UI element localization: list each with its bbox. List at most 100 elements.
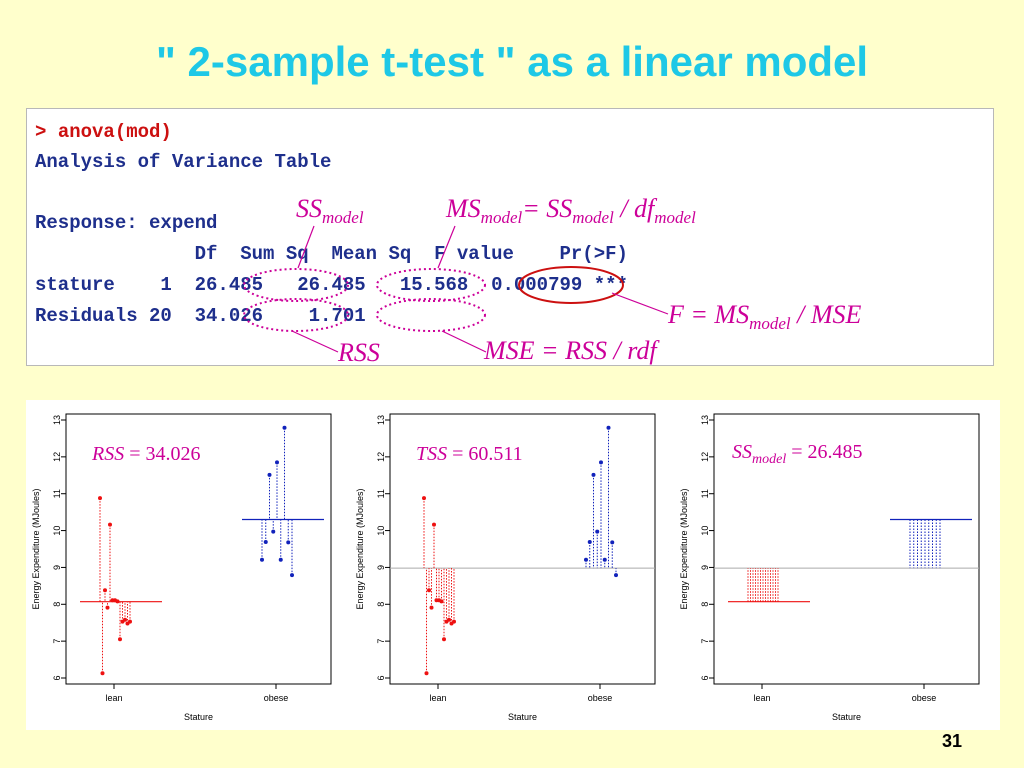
rss-plot: 6 7 8 9 10 11 12 13 lean obese Stature Energy Expen… bbox=[31, 413, 332, 722]
ms-model-highlight bbox=[376, 268, 486, 302]
obese-data-point bbox=[282, 425, 287, 430]
ss-model-highlight bbox=[243, 268, 349, 302]
obese-data-point bbox=[595, 529, 600, 534]
lean-data-point bbox=[98, 496, 102, 501]
lean-data-point bbox=[108, 522, 112, 527]
y-tick-label: 12 bbox=[52, 452, 62, 462]
x-axis-label: Stature bbox=[184, 712, 213, 722]
lean-data-point bbox=[115, 599, 120, 604]
lean-data-point bbox=[427, 588, 431, 593]
y-tick-label: 6 bbox=[376, 675, 386, 680]
ms-model-formula: MSmodel= SSmodel / dfmodel bbox=[446, 194, 696, 228]
obese-data-point bbox=[587, 539, 592, 544]
obese-data-point bbox=[614, 573, 618, 578]
x-tick-label-obese: obese bbox=[264, 693, 289, 703]
plot-label: SSmodel = 26.485 bbox=[732, 441, 863, 467]
f-formula: F = MSmodel / MSE bbox=[668, 300, 862, 334]
slide-title: " 2-sample t-test " as a linear model bbox=[155, 38, 869, 85]
y-tick-label: 9 bbox=[52, 565, 62, 570]
obese-data-point bbox=[606, 425, 611, 430]
lean-data-point bbox=[442, 637, 446, 642]
plots-panel: 6 7 8 9 10 11 12 13 lean obese Stature Energy Expen… bbox=[26, 400, 1000, 730]
obese-data-point bbox=[584, 557, 588, 562]
x-tick-label-lean: lean bbox=[105, 693, 122, 703]
f-value-highlight bbox=[518, 266, 624, 304]
lean-data-point bbox=[123, 617, 127, 622]
lean-data-point bbox=[103, 588, 107, 593]
y-tick-label: 13 bbox=[700, 415, 710, 425]
rss-pointer bbox=[291, 330, 339, 353]
console-command-line: > anova(mod) bbox=[35, 121, 172, 143]
plot-frame bbox=[389, 413, 656, 685]
rss-label: RSS bbox=[338, 338, 380, 367]
y-axis-label: Energy Expenditure (MJoules) bbox=[679, 488, 689, 609]
plot-label: TSS = 60.511 bbox=[416, 443, 523, 465]
anova-row-residuals: Residuals 20 34.026 1.701 bbox=[35, 305, 366, 327]
tss-plot: 6 7 8 9 10 11 12 13 lean obese Stature Energy Expen… bbox=[355, 413, 656, 722]
lean-data-point bbox=[432, 522, 436, 527]
y-tick-label: 10 bbox=[376, 526, 386, 536]
plot-frame bbox=[65, 413, 332, 685]
y-tick-label: 6 bbox=[700, 675, 710, 680]
y-tick-label: 7 bbox=[52, 639, 62, 644]
mse-pointer bbox=[441, 330, 487, 353]
obese-data-point bbox=[260, 557, 264, 562]
response-line: Response: expend bbox=[35, 212, 218, 234]
r-console-output: > anova(mod) Analysis of Variance Table … bbox=[26, 108, 994, 366]
annotation-overlay bbox=[243, 225, 669, 353]
lean-data-point bbox=[439, 599, 444, 604]
y-tick-label: 11 bbox=[52, 489, 62, 498]
slide-number: 31 bbox=[941, 731, 962, 751]
anova-table-title: Analysis of Variance Table bbox=[35, 151, 332, 173]
lean-data-point bbox=[447, 617, 451, 622]
y-tick-label: 12 bbox=[376, 452, 386, 462]
plot-label: RSS = 34.026 bbox=[91, 443, 201, 465]
mse-formula: MSE = RSS / rdf bbox=[484, 336, 657, 365]
lean-data-point bbox=[105, 605, 110, 610]
mse-highlight bbox=[376, 298, 486, 332]
x-axis-label: Stature bbox=[508, 712, 537, 722]
plot-frame bbox=[713, 413, 980, 685]
y-tick-label: 7 bbox=[700, 639, 710, 644]
obese-data-point bbox=[275, 460, 279, 465]
obese-data-point bbox=[610, 540, 615, 545]
x-tick-label-lean: lean bbox=[429, 693, 446, 703]
obese-data-point bbox=[290, 573, 294, 578]
y-tick-label: 6 bbox=[52, 675, 62, 680]
y-tick-label: 8 bbox=[700, 602, 710, 607]
y-tick-label: 11 bbox=[700, 489, 710, 498]
ms-model-pointer bbox=[437, 225, 456, 269]
y-tick-label: 10 bbox=[700, 526, 710, 536]
y-tick-label: 8 bbox=[52, 602, 62, 607]
y-tick-label: 13 bbox=[376, 415, 386, 425]
x-axis-label: Stature bbox=[832, 712, 861, 722]
y-tick-label: 11 bbox=[376, 489, 386, 498]
lean-data-point bbox=[118, 637, 122, 642]
y-axis-label: Energy Expenditure (MJoules) bbox=[31, 488, 41, 609]
y-tick-label: 13 bbox=[52, 415, 62, 425]
x-tick-label-obese: obese bbox=[588, 693, 613, 703]
f-pointer bbox=[611, 292, 669, 315]
ss-model-pointer bbox=[297, 225, 315, 269]
anova-header-row: Df Sum Sq Mean Sq F value Pr(>F) bbox=[35, 243, 628, 265]
y-tick-label: 12 bbox=[700, 452, 710, 462]
lean-data-point bbox=[429, 605, 434, 610]
obese-data-point bbox=[602, 557, 607, 562]
y-tick-label: 10 bbox=[52, 526, 62, 536]
y-tick-label: 9 bbox=[700, 565, 710, 570]
obese-data-point bbox=[278, 557, 283, 562]
obese-data-point bbox=[591, 472, 596, 477]
lean-data-point bbox=[422, 496, 426, 501]
obese-data-point bbox=[267, 472, 272, 477]
obese-data-point bbox=[286, 540, 291, 545]
lean-data-point bbox=[128, 619, 132, 624]
console-prompt: > bbox=[35, 121, 47, 143]
console-command: anova(mod) bbox=[57, 121, 172, 143]
rss-highlight bbox=[243, 298, 349, 332]
obese-data-point bbox=[599, 460, 603, 465]
y-tick-label: 8 bbox=[376, 602, 386, 607]
lean-data-point bbox=[452, 619, 456, 624]
x-tick-label-obese: obese bbox=[912, 693, 937, 703]
y-tick-label: 7 bbox=[376, 639, 386, 644]
lean-data-point bbox=[424, 671, 429, 676]
